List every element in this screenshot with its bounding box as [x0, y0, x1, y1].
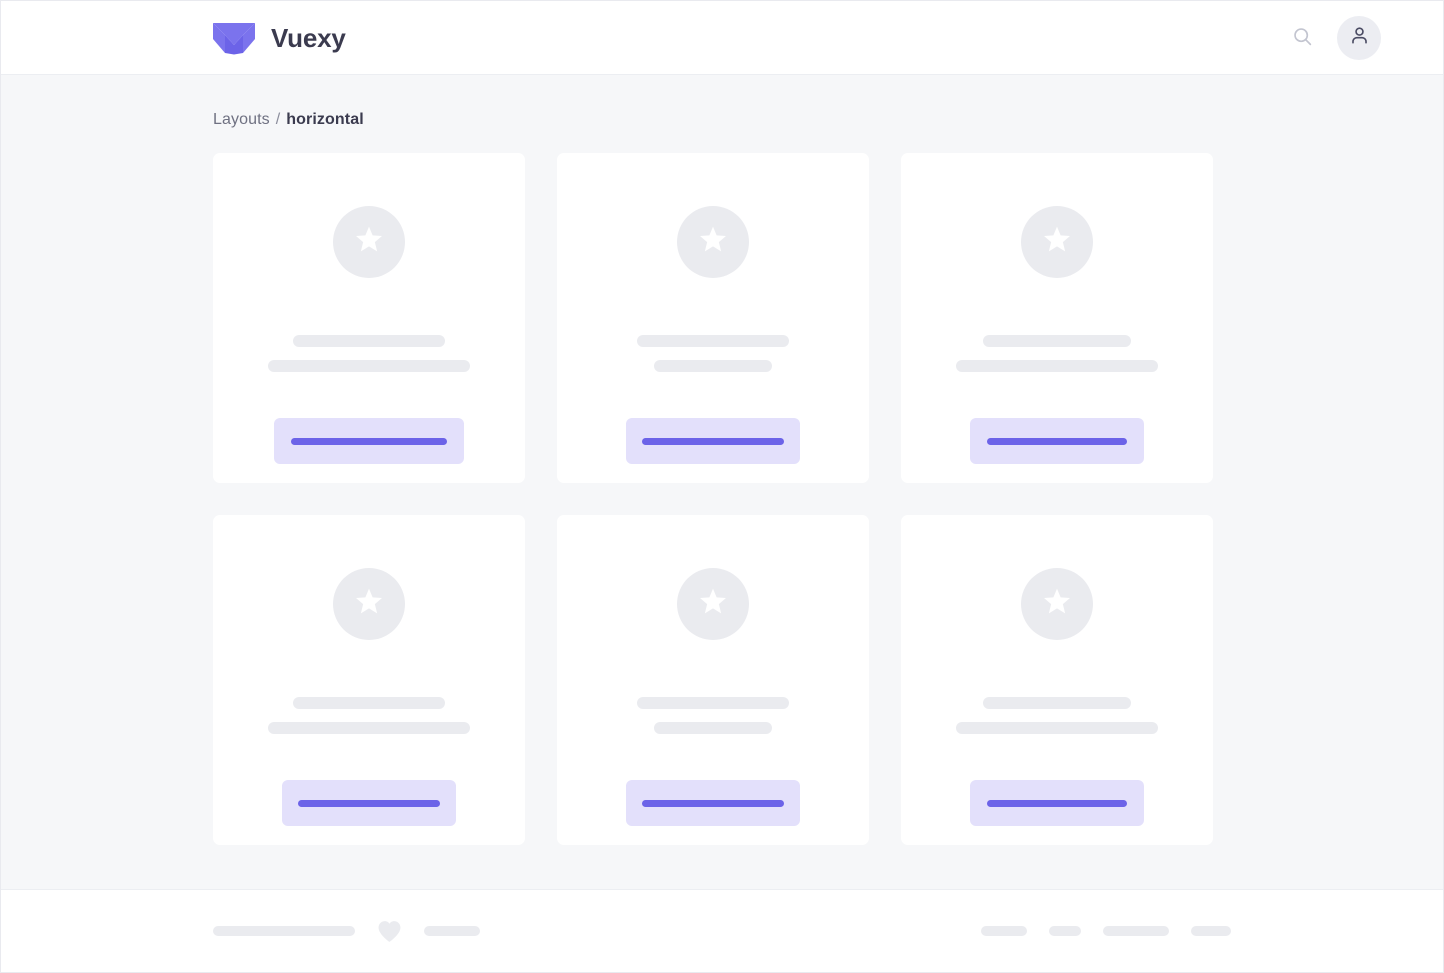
card-action-button-label-placeholder	[291, 437, 447, 445]
card-avatar-placeholder	[1021, 568, 1093, 640]
card-avatar-placeholder	[677, 568, 749, 640]
user-icon	[1348, 24, 1371, 52]
brand-logo-link[interactable]: Vuexy	[213, 21, 346, 55]
vuexy-chevron-logo-icon	[213, 21, 255, 55]
card-action-button[interactable]	[626, 418, 800, 464]
search-button[interactable]	[1289, 25, 1315, 51]
card-action-button[interactable]	[970, 418, 1144, 464]
breadcrumb: Layouts / horizontal	[213, 75, 1231, 129]
star-icon-icon	[698, 225, 728, 259]
card-action-button-label-placeholder	[987, 437, 1127, 445]
heart-icon	[377, 920, 402, 943]
card-title-placeholder	[983, 697, 1131, 709]
card-action-button-label-placeholder	[642, 799, 784, 807]
footer-links-group	[981, 926, 1231, 936]
card-avatar-placeholder	[333, 568, 405, 640]
star-icon-icon	[1042, 225, 1072, 259]
skeleton-card[interactable]	[901, 153, 1213, 483]
card-subtitle-placeholder	[268, 360, 470, 372]
header-actions	[1289, 15, 1381, 60]
card-title-placeholder	[637, 697, 789, 709]
footer-link-placeholder[interactable]	[1049, 926, 1081, 936]
card-avatar-placeholder	[333, 206, 405, 278]
skeleton-card[interactable]	[213, 153, 525, 483]
card-title-placeholder	[637, 335, 789, 347]
card-subtitle-placeholder	[268, 722, 470, 734]
card-action-button[interactable]	[282, 780, 456, 826]
card-subtitle-placeholder	[956, 722, 1158, 734]
card-action-button[interactable]	[274, 418, 464, 464]
breadcrumb-separator: /	[275, 111, 281, 128]
skeleton-card[interactable]	[557, 515, 869, 845]
brand-name: Vuexy	[271, 22, 346, 53]
card-action-button[interactable]	[970, 780, 1144, 826]
card-avatar-placeholder	[677, 206, 749, 278]
breadcrumb-item-current: horizontal	[286, 111, 364, 128]
breadcrumb-item-layouts[interactable]: Layouts	[213, 111, 270, 128]
footer-link-placeholder[interactable]	[1103, 926, 1169, 936]
card-title-placeholder	[983, 335, 1131, 347]
search-icon	[1292, 26, 1313, 50]
card-title-placeholder	[293, 697, 445, 709]
footer-skeleton-bar[interactable]	[424, 926, 480, 936]
star-icon-icon	[698, 587, 728, 621]
skeleton-card[interactable]	[557, 153, 869, 483]
skeleton-card[interactable]	[901, 515, 1213, 845]
card-action-button-label-placeholder	[987, 799, 1127, 807]
avatar[interactable]	[1337, 15, 1381, 60]
footer-skeleton-bar[interactable]	[213, 926, 355, 936]
card-subtitle-placeholder	[956, 360, 1158, 372]
card-subtitle-placeholder	[654, 722, 772, 734]
card-subtitle-placeholder	[654, 360, 772, 372]
footer-left-group	[213, 920, 480, 943]
page-content: Layouts / horizontal	[1, 75, 1443, 889]
app-header: Vuexy	[1, 1, 1443, 75]
card-action-button-label-placeholder	[642, 437, 784, 445]
star-icon-icon	[354, 225, 384, 259]
star-icon-icon	[354, 587, 384, 621]
star-icon-icon	[1042, 587, 1072, 621]
skeleton-card[interactable]	[213, 515, 525, 845]
card-action-button-label-placeholder	[298, 799, 440, 807]
card-title-placeholder	[293, 335, 445, 347]
footer-link-placeholder[interactable]	[1191, 926, 1231, 936]
app-footer	[1, 889, 1443, 972]
card-action-button[interactable]	[626, 780, 800, 826]
skeleton-card-grid	[213, 153, 1231, 845]
card-avatar-placeholder	[1021, 206, 1093, 278]
footer-link-placeholder[interactable]	[981, 926, 1027, 936]
